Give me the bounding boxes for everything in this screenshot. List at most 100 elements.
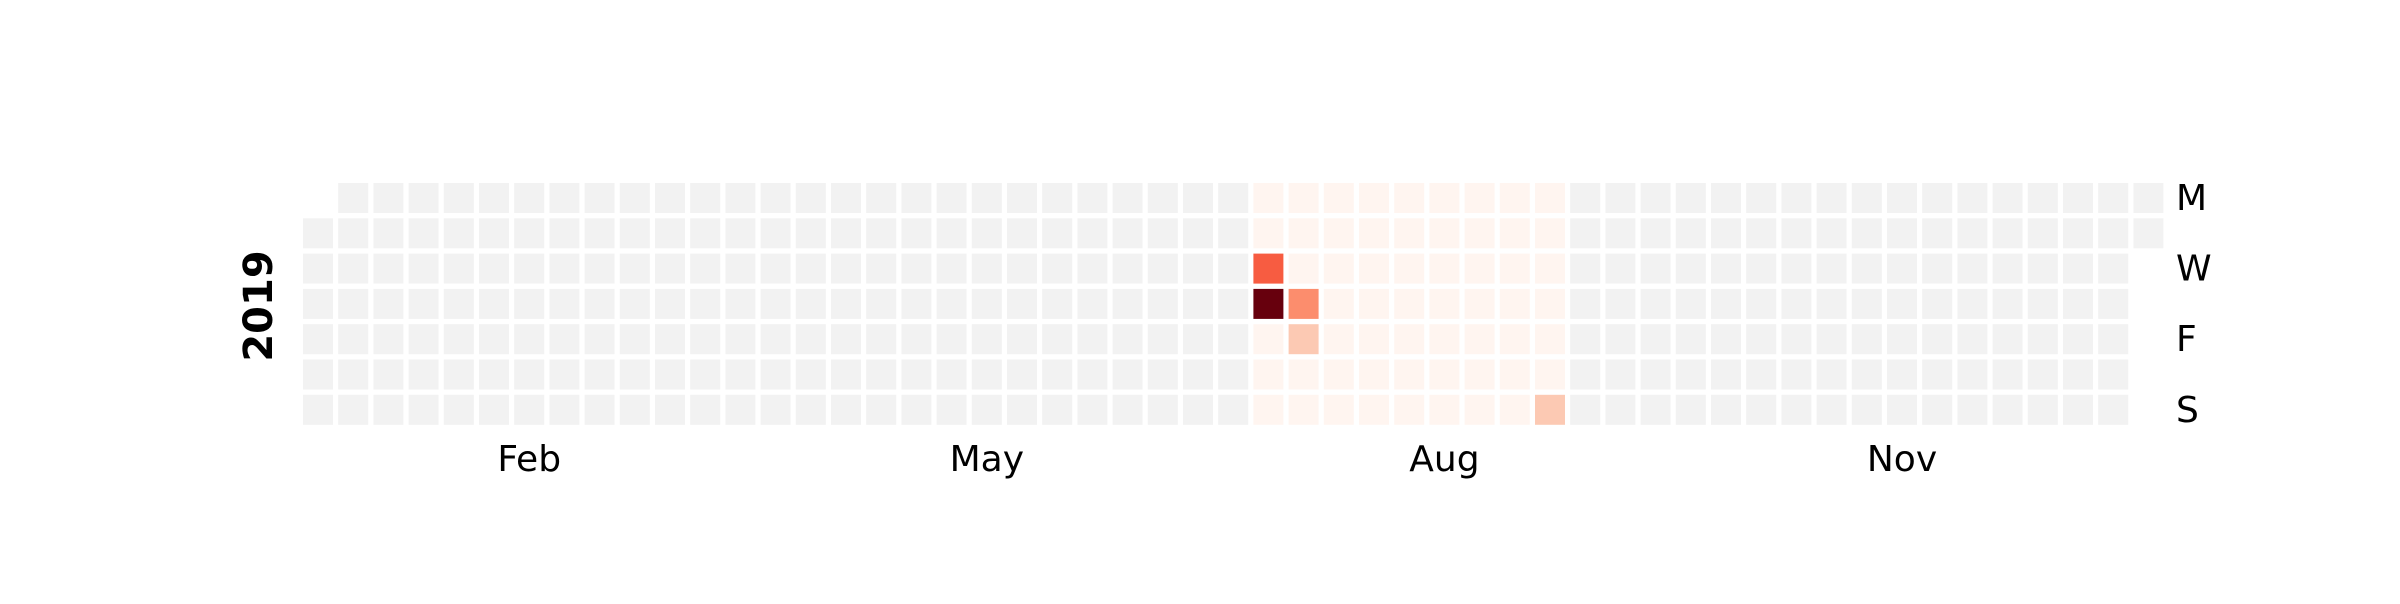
- heatmap-cell: [2133, 218, 2164, 249]
- heatmap-cell: [1464, 218, 1495, 249]
- heatmap-cell: [1464, 183, 1495, 213]
- heatmap-cell: [1147, 394, 1178, 425]
- heatmap-cell: [1887, 359, 1917, 390]
- heatmap-cell: [1112, 183, 1143, 213]
- heatmap-cell: [338, 288, 369, 319]
- heatmap-cell: [901, 218, 932, 249]
- heatmap-cell: [1640, 253, 1671, 284]
- heatmap-cell: [1288, 183, 1319, 213]
- heatmap-cell: [1851, 394, 1882, 425]
- heatmap-cell: [1640, 288, 1671, 319]
- heatmap-cell: [1394, 288, 1425, 319]
- heatmap-cell: [1499, 218, 1530, 249]
- heatmap-cell: [1147, 218, 1178, 249]
- heatmap-cell: [1288, 394, 1319, 425]
- heatmap-cell: [1394, 394, 1425, 425]
- heatmap-cell: [619, 183, 650, 213]
- heatmap-cell: [1605, 288, 1636, 319]
- heatmap-cell: [1851, 359, 1882, 390]
- heatmap-cell: [1007, 218, 1037, 249]
- heatmap-cell: [479, 394, 509, 425]
- heatmap-cell: [936, 253, 967, 284]
- heatmap-cell: [1922, 394, 1953, 425]
- heatmap-cell: [2133, 183, 2164, 213]
- heatmap-cell: [1781, 288, 1812, 319]
- heatmap-cell: [1429, 183, 1460, 213]
- heatmap-cell: [1992, 324, 2023, 355]
- heatmap-cell: [619, 324, 650, 355]
- heatmap-cell: [1218, 253, 1249, 284]
- heatmap-cell: [549, 183, 580, 213]
- heatmap-cell: [1042, 324, 1073, 355]
- heatmap-cell: [2063, 324, 2093, 355]
- heatmap-cell: [1183, 394, 1213, 425]
- heatmap-cell: [1288, 359, 1319, 390]
- heatmap-cell: [1394, 359, 1425, 390]
- heatmap-cell: [1957, 253, 1988, 284]
- heatmap-cell: [1288, 218, 1319, 249]
- heatmap-cell: [549, 253, 580, 284]
- heatmap-cell: [795, 183, 826, 213]
- heatmap-cell: [1429, 218, 1460, 249]
- heatmap-cell: [619, 359, 650, 390]
- heatmap-cell: [408, 394, 439, 425]
- heatmap-cell: [831, 253, 861, 284]
- heatmap-cell: [1218, 288, 1249, 319]
- heatmap-cell: [1499, 359, 1530, 390]
- heatmap-cell: [619, 218, 650, 249]
- heatmap-cell: [584, 218, 615, 249]
- year-label: 2019: [236, 250, 282, 361]
- heatmap-cell: [971, 288, 1002, 319]
- heatmap-cell: [584, 183, 615, 213]
- heatmap-cell: [1253, 288, 1284, 319]
- heatmap-cell: [1464, 394, 1495, 425]
- heatmap-cell: [690, 218, 721, 249]
- heatmap-cell: [549, 324, 580, 355]
- heatmap-cell: [479, 253, 509, 284]
- heatmap-cell: [338, 218, 369, 249]
- heatmap-cell: [1675, 324, 1706, 355]
- heatmap-cell: [936, 183, 967, 213]
- heatmap-cell: [901, 183, 932, 213]
- heatmap-cell: [725, 359, 756, 390]
- heatmap-cell: [655, 288, 685, 319]
- heatmap-cell: [584, 394, 615, 425]
- heatmap-cell: [1253, 253, 1284, 284]
- heatmap-cell: [514, 253, 545, 284]
- heatmap-cell: [1640, 359, 1671, 390]
- heatmap-cell: [2098, 394, 2129, 425]
- heatmap-cell: [1746, 394, 1777, 425]
- heatmap-cell: [760, 324, 791, 355]
- heatmap-cell: [725, 324, 756, 355]
- heatmap-cell: [1711, 218, 1741, 249]
- heatmap-cell: [1147, 253, 1178, 284]
- heatmap-cell: [1323, 324, 1354, 355]
- heatmap-cell: [795, 394, 826, 425]
- heatmap-cell: [690, 394, 721, 425]
- heatmap-cell: [1218, 324, 1249, 355]
- heatmap-cell: [373, 218, 404, 249]
- heatmap-cell: [936, 324, 967, 355]
- heatmap-cell: [338, 253, 369, 284]
- heatmap-cell: [1464, 253, 1495, 284]
- heatmap-cell: [1711, 183, 1741, 213]
- heatmap-cell: [1887, 218, 1917, 249]
- heatmap-cell: [549, 218, 580, 249]
- heatmap-cell: [1253, 324, 1284, 355]
- heatmap-cell: [584, 288, 615, 319]
- heatmap-cell: [1429, 394, 1460, 425]
- heatmap-cell: [1147, 183, 1178, 213]
- heatmap-cell: [1042, 218, 1073, 249]
- heatmap-cell: [936, 359, 967, 390]
- heatmap-cell: [1605, 183, 1636, 213]
- weekday-label: F: [2176, 319, 2197, 360]
- heatmap-cell: [514, 288, 545, 319]
- heatmap-cell: [1887, 288, 1917, 319]
- heatmap-cell: [1112, 288, 1143, 319]
- heatmap-cell: [1112, 218, 1143, 249]
- heatmap-cell: [1570, 359, 1601, 390]
- heatmap-cell: [2063, 288, 2093, 319]
- heatmap-cell: [303, 288, 333, 319]
